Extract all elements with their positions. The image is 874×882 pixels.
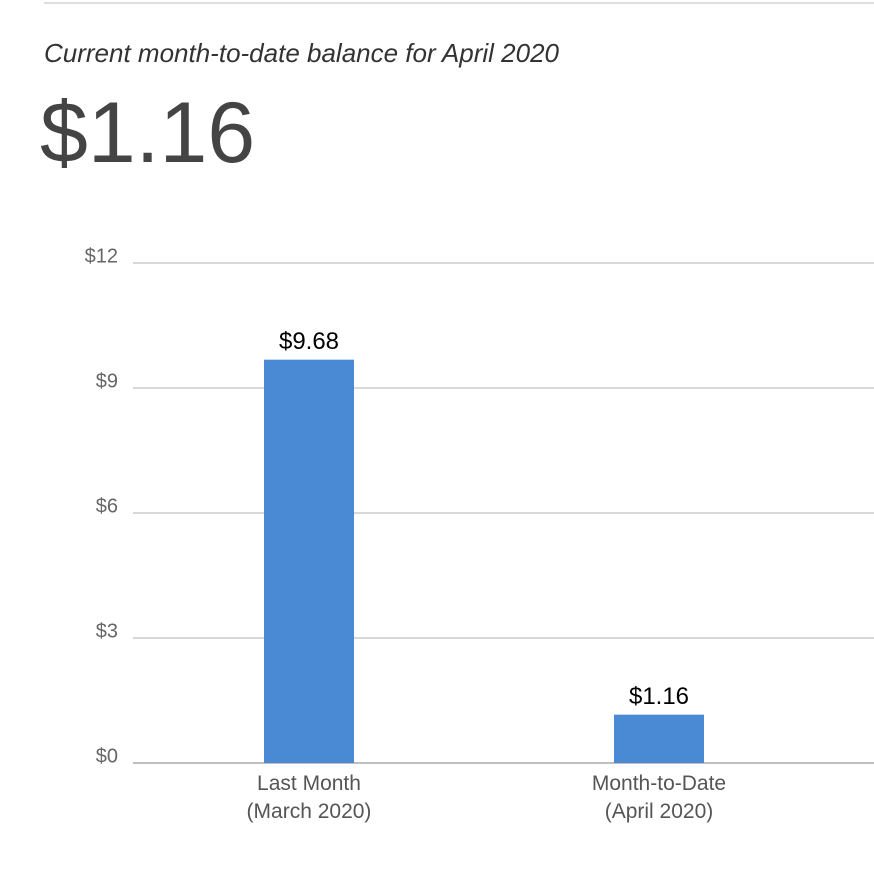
y-tick-label: $12 [85,245,118,267]
bar [264,359,354,763]
subtitle: Current month-to-date balance for April … [44,38,559,68]
y-tick-label: $0 [96,745,118,767]
y-tick-label: $3 [96,620,118,642]
y-tick-label: $6 [96,495,118,517]
divider [44,2,874,4]
value-label: $9.68 [279,328,339,355]
y-tick-label: $9 [96,370,118,392]
value-label: $1.16 [629,683,689,710]
x-tick-label: Month-to-Date (April 2020) [591,772,727,823]
balance: $1.16 [40,85,256,181]
x-tick-label: Last Month (March 2020) [246,772,372,823]
bar [614,714,704,763]
